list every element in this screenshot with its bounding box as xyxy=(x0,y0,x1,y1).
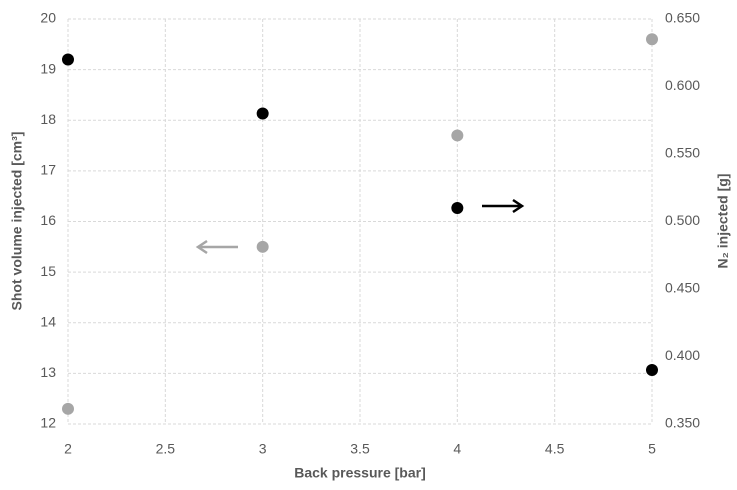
data-point xyxy=(646,33,658,46)
arrow-right xyxy=(482,198,525,214)
y-axis-title: Shot volume injected [cm³] xyxy=(9,132,25,311)
y-tick-label: 12 xyxy=(40,415,56,431)
x-tick-label: 3.5 xyxy=(350,441,370,457)
y2-tick-label: 0.650 xyxy=(665,10,700,26)
x-tick-label: 2.5 xyxy=(156,441,176,457)
x-tick-label: 2 xyxy=(64,441,72,457)
data-point xyxy=(256,107,269,120)
y2-tick-label: 0.400 xyxy=(665,347,700,363)
y2-tick-label: 0.350 xyxy=(665,415,700,431)
x-axis-title: Back pressure [bar] xyxy=(294,465,426,481)
y-tick-label: 16 xyxy=(40,212,56,228)
y-tick-label: 19 xyxy=(40,60,56,76)
y-tick-label: 13 xyxy=(40,364,56,380)
y-tick-label: 14 xyxy=(40,313,56,329)
y-tick-label: 20 xyxy=(40,10,56,26)
data-point xyxy=(451,129,464,142)
x-tick-label: 3 xyxy=(259,441,267,457)
data-point xyxy=(256,240,269,253)
y2-tick-label: 0.500 xyxy=(665,212,700,228)
data-point xyxy=(646,364,658,376)
y-tick-label: 17 xyxy=(40,162,56,178)
x-tick-label: 4 xyxy=(453,441,461,457)
data-point xyxy=(62,402,74,415)
y2-tick-label: 0.450 xyxy=(665,280,700,296)
x-tick-label: 5 xyxy=(648,441,656,457)
data-point xyxy=(62,53,74,66)
y-tick-label: 18 xyxy=(40,111,56,127)
y2-tick-label: 0.550 xyxy=(665,145,700,161)
data-point xyxy=(451,202,464,214)
y2-tick-label: 0.600 xyxy=(665,77,700,93)
arrow-left xyxy=(195,239,238,255)
x-tick-label: 4.5 xyxy=(545,441,565,457)
y-tick-label: 15 xyxy=(40,263,56,279)
y2-axis-title: N₂ injected [g] xyxy=(715,174,731,269)
